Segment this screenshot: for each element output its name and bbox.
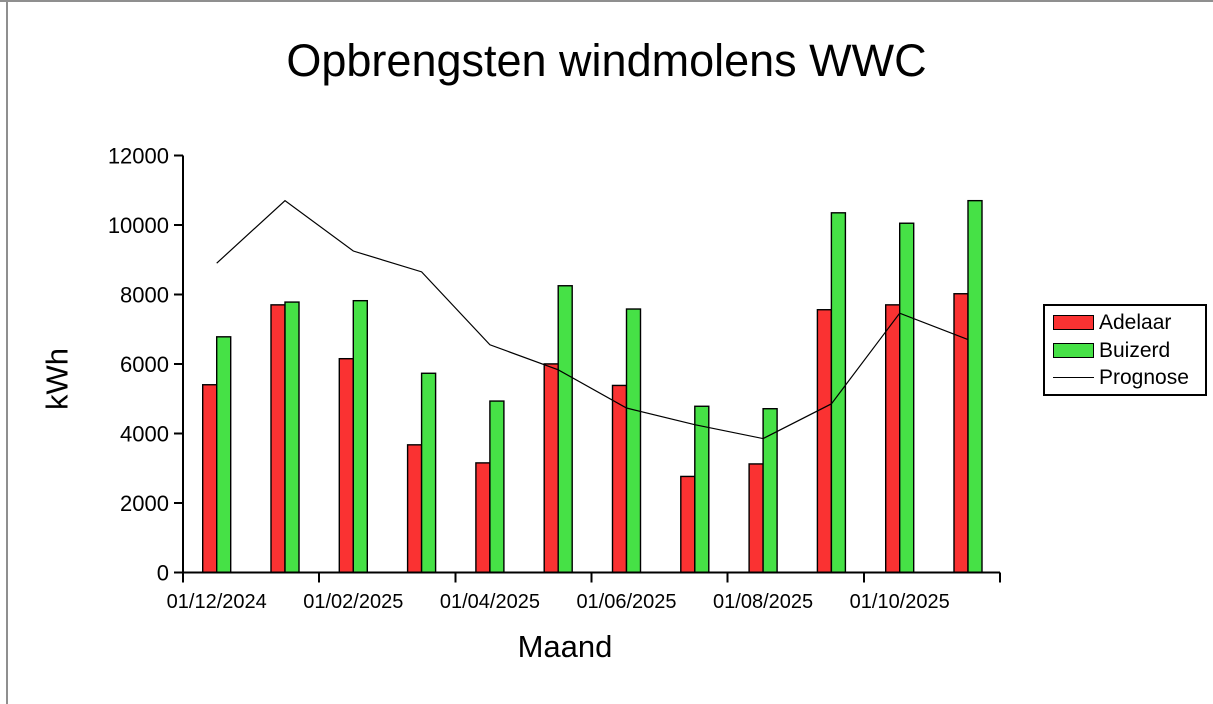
y-tick-label: 4000: [120, 421, 169, 446]
y-tick-label: 12000: [108, 144, 169, 169]
bar-adelaar: [406, 444, 423, 574]
x-tick-label: 01/04/2025: [440, 591, 540, 613]
bar-adelaar: [201, 384, 218, 573]
bar-buizerd: [899, 222, 915, 574]
bar-buizerd: [557, 285, 573, 573]
bar-buizerd: [352, 299, 368, 573]
window-left-border: [6, 2, 8, 704]
bar-adelaar: [543, 363, 559, 573]
y-tick-label: 8000: [120, 282, 169, 307]
legend-label-buizerd: Buizerd: [1099, 338, 1171, 362]
legend: Adelaar Buizerd Prognose: [1043, 304, 1207, 396]
bar-buizerd: [215, 336, 232, 574]
legend-prognose-swatch: [1053, 377, 1094, 378]
x-tick-label: 01/06/2025: [576, 591, 676, 613]
bar-adelaar: [338, 357, 354, 574]
bar-adelaar: [885, 304, 901, 573]
y-tick-label: 0: [157, 560, 169, 585]
bar-adelaar: [816, 309, 833, 574]
bar-adelaar: [680, 475, 696, 574]
legend-item-prognose: Prognose: [1053, 367, 1205, 389]
bar-adelaar: [611, 384, 628, 573]
legend-buizerd-swatch: [1053, 342, 1094, 358]
bar-buizerd: [489, 400, 505, 574]
x-tick-label: 01/10/2025: [850, 591, 950, 613]
bar-buizerd: [625, 308, 642, 573]
bar-buizerd: [830, 212, 847, 573]
x-tick-label: 01/12/2024: [167, 591, 267, 613]
bar-buizerd: [967, 199, 983, 574]
bar-buizerd: [284, 301, 300, 574]
bar-adelaar: [748, 463, 764, 574]
bar-buizerd: [762, 408, 778, 573]
chart-title: Opbrengsten windmolens WWC: [286, 35, 927, 86]
x-tick-label: 01/08/2025: [713, 591, 813, 613]
legend-label-adelaar: Adelaar: [1099, 311, 1172, 334]
legend-label-prognose: Prognose: [1099, 366, 1189, 389]
x-axis-title: Maand: [517, 629, 613, 664]
legend-item-buizerd: Buizerd: [1053, 339, 1205, 361]
bar-buizerd: [420, 372, 437, 574]
y-tick-label: 10000: [108, 213, 169, 238]
y-tick-label: 6000: [120, 352, 169, 377]
bar-adelaar: [475, 462, 491, 574]
window-top-border: [0, 0, 1213, 2]
bar-adelaar: [270, 304, 286, 573]
legend-adelaar-swatch: [1053, 315, 1094, 330]
legend-item-adelaar: Adelaar: [1053, 312, 1205, 334]
bar-buizerd: [694, 405, 710, 573]
x-tick-label: 01/02/2025: [303, 591, 403, 613]
prognose-line: [216, 199, 969, 440]
y-tick-label: 2000: [120, 491, 169, 516]
